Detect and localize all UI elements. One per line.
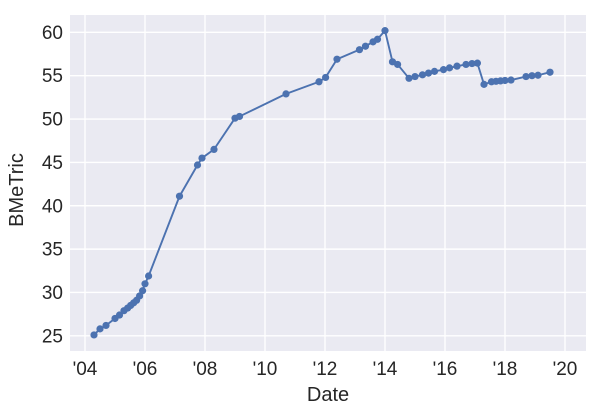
x-tick-label: '06 bbox=[133, 359, 158, 380]
data-point-marker bbox=[115, 311, 124, 319]
x-tick-label: '04 bbox=[73, 359, 98, 380]
data-point-marker bbox=[439, 66, 448, 74]
x-tick-label: '12 bbox=[313, 359, 338, 380]
x-tick-label: '14 bbox=[373, 359, 398, 380]
data-point-marker bbox=[381, 27, 389, 35]
y-tick-label: 40 bbox=[42, 196, 63, 217]
y-tick-label: 55 bbox=[42, 66, 63, 87]
data-point-marker bbox=[322, 73, 330, 82]
data-point-marker bbox=[373, 35, 382, 43]
data-point-marker bbox=[453, 62, 461, 70]
data-point-marker bbox=[534, 71, 542, 79]
data-point-marker bbox=[315, 78, 323, 86]
data-point-marker bbox=[139, 287, 147, 295]
data-point-marker bbox=[468, 59, 476, 68]
y-tick-label: 25 bbox=[42, 326, 63, 347]
data-series bbox=[90, 27, 554, 339]
x-tick-label: '20 bbox=[553, 359, 578, 380]
data-point-marker bbox=[424, 69, 433, 77]
data-point-marker bbox=[501, 76, 509, 85]
data-point-marker bbox=[102, 321, 110, 330]
data-point-marker bbox=[405, 74, 413, 82]
data-point-marker bbox=[546, 68, 554, 76]
data-point-marker bbox=[175, 192, 184, 200]
data-point-marker bbox=[473, 59, 481, 67]
y-tick-label: 60 bbox=[42, 23, 63, 44]
x-tick-label: '16 bbox=[433, 359, 458, 380]
data-point-marker bbox=[418, 71, 427, 79]
x-tick-label: '10 bbox=[253, 359, 278, 380]
plot-area-group bbox=[70, 15, 586, 351]
data-point-marker bbox=[528, 72, 536, 80]
data-point-marker bbox=[198, 154, 206, 162]
data-point-marker bbox=[282, 90, 290, 98]
data-point-marker bbox=[394, 60, 402, 69]
data-point-marker bbox=[507, 76, 515, 84]
y-tick-label: 30 bbox=[42, 283, 63, 304]
y-tick-label: 45 bbox=[42, 153, 63, 174]
data-point-marker bbox=[235, 112, 244, 121]
data-point-marker bbox=[90, 331, 98, 339]
x-tick-label: '18 bbox=[493, 359, 518, 380]
data-point-marker bbox=[430, 67, 439, 75]
data-point-marker bbox=[145, 272, 153, 280]
data-point-marker bbox=[445, 64, 454, 72]
x-tick-labels: '04 '06 '08 '10 '12 '14 '16 '18 '20 bbox=[73, 359, 578, 380]
x-axis-label: Date bbox=[307, 384, 349, 406]
data-point-marker bbox=[480, 80, 488, 88]
y-tick-label: 50 bbox=[42, 110, 63, 131]
y-axis-label: BMeTric bbox=[6, 153, 28, 227]
data-point-marker bbox=[333, 55, 341, 63]
gridlines bbox=[70, 15, 586, 351]
data-point-marker bbox=[141, 280, 149, 288]
data-point-marker bbox=[462, 60, 470, 69]
plot-background bbox=[70, 15, 586, 351]
data-point-marker bbox=[361, 42, 370, 50]
x-tick-label: '08 bbox=[193, 359, 218, 380]
y-tick-label: 35 bbox=[42, 240, 63, 261]
data-point-marker bbox=[210, 145, 218, 153]
y-tick-labels: 25 30 35 40 45 50 55 60 bbox=[42, 23, 63, 347]
data-point-marker bbox=[96, 325, 104, 333]
data-point-marker bbox=[355, 46, 364, 54]
data-point-marker bbox=[522, 72, 530, 81]
data-point-marker bbox=[193, 161, 202, 169]
data-point-marker bbox=[411, 72, 419, 81]
data-point-marker bbox=[136, 292, 144, 300]
